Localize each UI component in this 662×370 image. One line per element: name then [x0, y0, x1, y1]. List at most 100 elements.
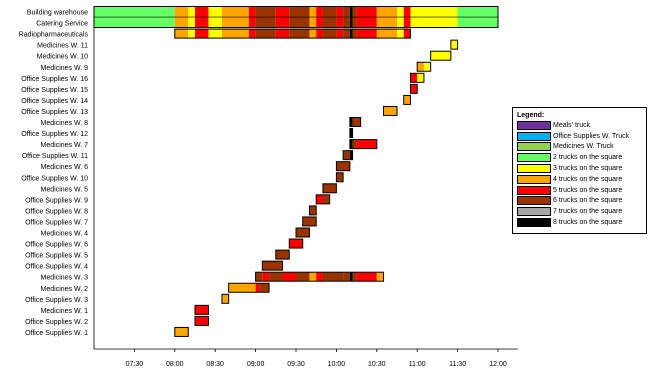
- task-segment: [352, 29, 357, 39]
- task-segment: [336, 172, 344, 182]
- task-segment: [195, 316, 209, 326]
- task-segment: [316, 272, 323, 282]
- row-label: Office Supplies W. 4: [25, 264, 88, 271]
- task-bar: [416, 61, 432, 72]
- legend-label: Meals' truck: [553, 121, 591, 129]
- row-label: Radiopharmaceuticals: [19, 32, 89, 39]
- task-bar: [403, 94, 411, 105]
- task-bar: [335, 172, 344, 183]
- legend-label: 8 trucks on the square: [553, 219, 623, 227]
- task-bar: [322, 183, 337, 194]
- legend-swatch: [517, 120, 551, 130]
- legend-swatch: [517, 153, 551, 163]
- task-segment: [316, 29, 323, 39]
- legend-swatch: [517, 164, 551, 174]
- task-bar: [450, 39, 459, 50]
- row-label: Building warehouse: [27, 10, 88, 17]
- row-label: Medicines W. 11: [37, 43, 88, 50]
- row-label: Office Supplies W. 8: [25, 208, 88, 215]
- row-label: Office Supplies W. 9: [25, 197, 88, 204]
- task-segment: [289, 29, 310, 39]
- task-segment: [289, 239, 303, 249]
- legend-swatch: [517, 142, 551, 152]
- legend-entry: Office Supplies W. Truck: [517, 131, 642, 142]
- task-bars: [174, 28, 459, 337]
- task-bar: [409, 72, 425, 83]
- task-segment: [302, 216, 317, 226]
- legend-label: 4 trucks on the square: [553, 175, 623, 183]
- row-label: Office Supplies W. 3: [25, 297, 88, 304]
- task-segment: [403, 29, 411, 39]
- task-bar: [349, 139, 378, 150]
- task-segment: [275, 29, 290, 39]
- x-tick-label: 08:00: [166, 361, 184, 368]
- task-bar: [255, 271, 385, 282]
- legend-entry: Medicines W. Truck: [517, 142, 642, 153]
- task-segment: [343, 150, 350, 160]
- task-segment: [195, 305, 209, 315]
- x-tick-label: 11:00: [409, 361, 426, 368]
- row-label: Office Supplies W. 1: [25, 330, 88, 337]
- legend-swatch: [517, 185, 551, 195]
- legend-swatch: [517, 218, 551, 228]
- task-segment: [322, 272, 344, 282]
- legend: Legend: Meals' truck Office Supplies W. T…: [512, 107, 647, 234]
- task-segment: [255, 283, 260, 293]
- task-segment: [296, 228, 310, 237]
- row-label: Office Supplies W. 11: [22, 153, 88, 160]
- task-segment: [423, 62, 431, 72]
- legend-label: 3 trucks on the square: [553, 165, 623, 173]
- task-bar: [342, 150, 354, 161]
- legend-label: Medicines W. Truck: [553, 143, 614, 151]
- task-segment: [248, 29, 256, 39]
- task-segment: [322, 29, 337, 39]
- square-occupancy-band: [93, 6, 499, 29]
- task-segment: [356, 139, 377, 149]
- task-segment: [430, 51, 451, 61]
- legend-swatch: [517, 207, 551, 217]
- legend-entry: 4 trucks on the square: [517, 174, 642, 185]
- task-segment: [322, 183, 337, 193]
- task-segment: [296, 272, 310, 282]
- task-bar: [174, 326, 189, 337]
- legend-entry: Meals' truck: [517, 120, 642, 131]
- task-segment: [336, 161, 350, 171]
- legend-swatch: [517, 174, 551, 184]
- task-segment: [188, 29, 195, 39]
- task-segment: [208, 29, 222, 39]
- row-label: Medicines W. 4: [41, 231, 89, 238]
- task-bar: [383, 105, 398, 116]
- x-tick-label: 09:00: [247, 361, 265, 368]
- task-segment: [410, 84, 418, 94]
- legend-entry: 5 trucks on the square: [517, 185, 642, 196]
- row-label: Medicines W. 3: [41, 275, 89, 282]
- task-bar: [261, 260, 284, 271]
- row-label: Medicines W. 8: [41, 120, 89, 127]
- x-tick-label: 11:30: [449, 361, 466, 368]
- task-segment: [221, 29, 249, 39]
- row-label: Office Supplies W. 13: [21, 109, 88, 116]
- task-segment: [174, 29, 189, 39]
- task-segment: [228, 283, 256, 293]
- row-label: Medicines W. 5: [41, 186, 89, 193]
- task-segment: [309, 29, 317, 39]
- x-tick-label: 10:00: [328, 361, 346, 368]
- task-segment: [352, 272, 357, 282]
- task-segment: [343, 272, 350, 282]
- legend-entry: 8 trucks on the square: [517, 217, 642, 228]
- task-segment: [352, 117, 361, 127]
- task-segment: [255, 29, 276, 39]
- task-bar: [315, 194, 331, 205]
- task-bar: [288, 238, 304, 249]
- task-segment: [403, 95, 411, 105]
- task-segment: [336, 29, 344, 39]
- task-segment: [275, 250, 290, 260]
- task-bar: [194, 315, 209, 326]
- x-tick-label: 10:30: [368, 361, 386, 368]
- legend-label: 6 trucks on the square: [553, 197, 623, 205]
- task-segment: [316, 194, 323, 204]
- task-bar: [430, 50, 452, 61]
- task-bar: [174, 28, 411, 39]
- task-segment: [383, 106, 397, 116]
